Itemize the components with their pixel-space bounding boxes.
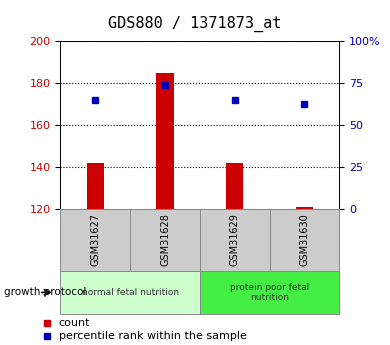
Bar <box>60 271 200 314</box>
Bar <box>226 163 243 209</box>
Bar <box>269 209 339 271</box>
Text: GSM31627: GSM31627 <box>90 213 100 266</box>
Bar <box>60 209 130 271</box>
Text: protein poor fetal
nutrition: protein poor fetal nutrition <box>230 283 309 302</box>
Text: normal fetal nutrition: normal fetal nutrition <box>82 288 179 297</box>
Text: growth protocol: growth protocol <box>4 287 86 297</box>
Text: GSM31630: GSM31630 <box>300 214 309 266</box>
Bar <box>200 271 339 314</box>
Text: GSM31628: GSM31628 <box>160 213 170 266</box>
Bar <box>130 209 200 271</box>
Text: GSM31629: GSM31629 <box>230 213 240 266</box>
Bar <box>200 209 269 271</box>
Text: count: count <box>59 318 90 328</box>
Text: percentile rank within the sample: percentile rank within the sample <box>59 331 247 341</box>
Bar <box>87 163 104 209</box>
Bar <box>296 207 313 209</box>
Bar <box>156 73 174 209</box>
Text: GDS880 / 1371873_at: GDS880 / 1371873_at <box>108 16 282 32</box>
